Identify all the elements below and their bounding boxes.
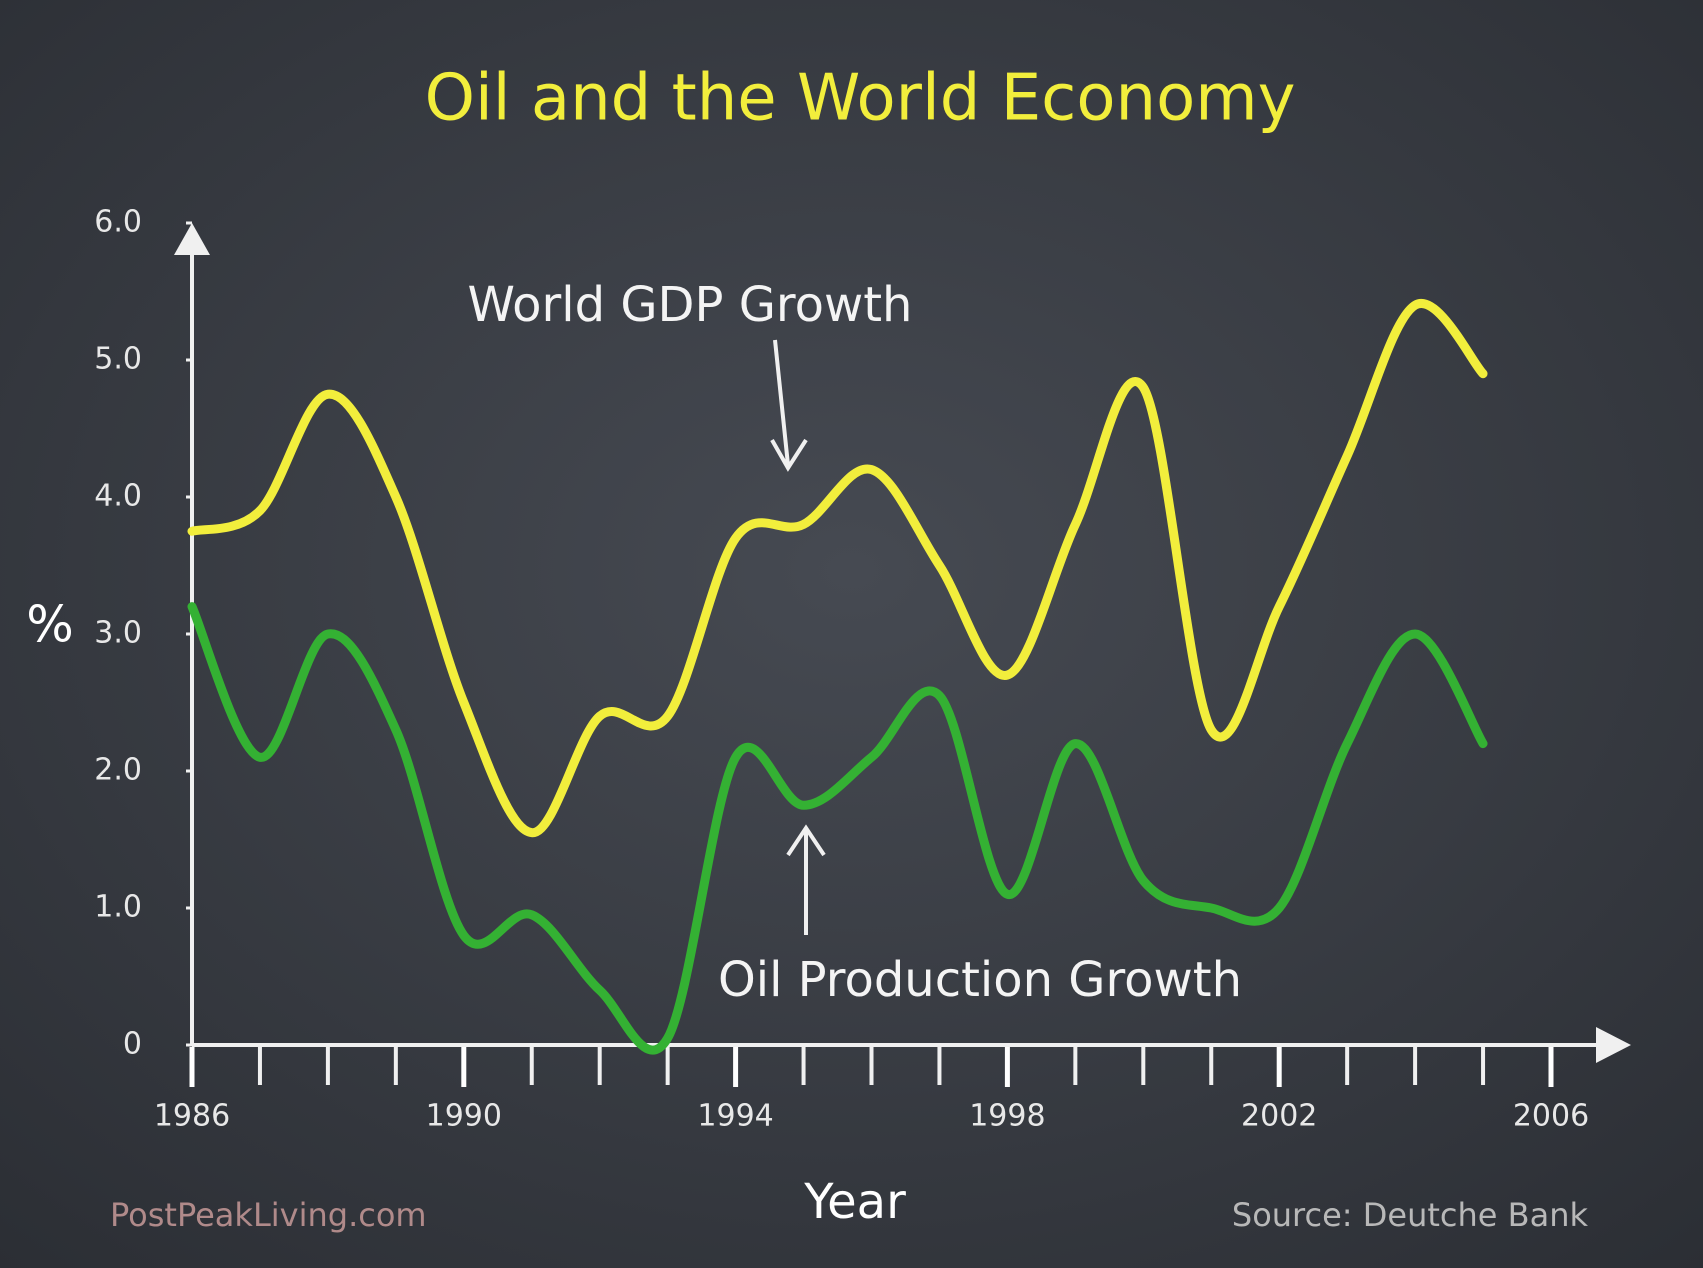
credit: PostPeakLiving.com (110, 1196, 427, 1234)
gdp-annotation: World GDP Growth (468, 277, 913, 333)
chart-title: Oil and the World Economy (425, 62, 1296, 136)
y-tick-label: 5.0 (94, 342, 142, 377)
y-tick-label: 0 (123, 1027, 142, 1062)
gdp-arrow (770, 339, 808, 472)
y-tick-label: 3.0 (94, 616, 142, 651)
x-tick-label: 1986 (154, 1099, 230, 1134)
y-tick-label: 4.0 (94, 479, 142, 514)
x-tick-label: 1998 (969, 1099, 1045, 1134)
x-tick-label: 1990 (426, 1099, 502, 1134)
x-tick-label: 2006 (1513, 1099, 1589, 1134)
x-tick-label: 1994 (697, 1099, 773, 1134)
y-axis-arrow (174, 223, 210, 255)
x-axis-label: Year (803, 1174, 906, 1230)
source: Source: Deutche Bank (1232, 1196, 1589, 1234)
y-tick-label: 6.0 (94, 205, 142, 240)
x-tick-label: 2002 (1241, 1099, 1317, 1134)
x-axis-arrow (1596, 1027, 1631, 1063)
series-line (187, 602, 1488, 1055)
y-tick-label: 1.0 (94, 890, 142, 925)
series-line (187, 299, 1488, 838)
y-axis-label: % (26, 596, 74, 654)
oil-annotation: Oil Production Growth (718, 952, 1242, 1008)
oil-arrow (786, 824, 826, 935)
y-tick-label: 2.0 (94, 753, 142, 788)
